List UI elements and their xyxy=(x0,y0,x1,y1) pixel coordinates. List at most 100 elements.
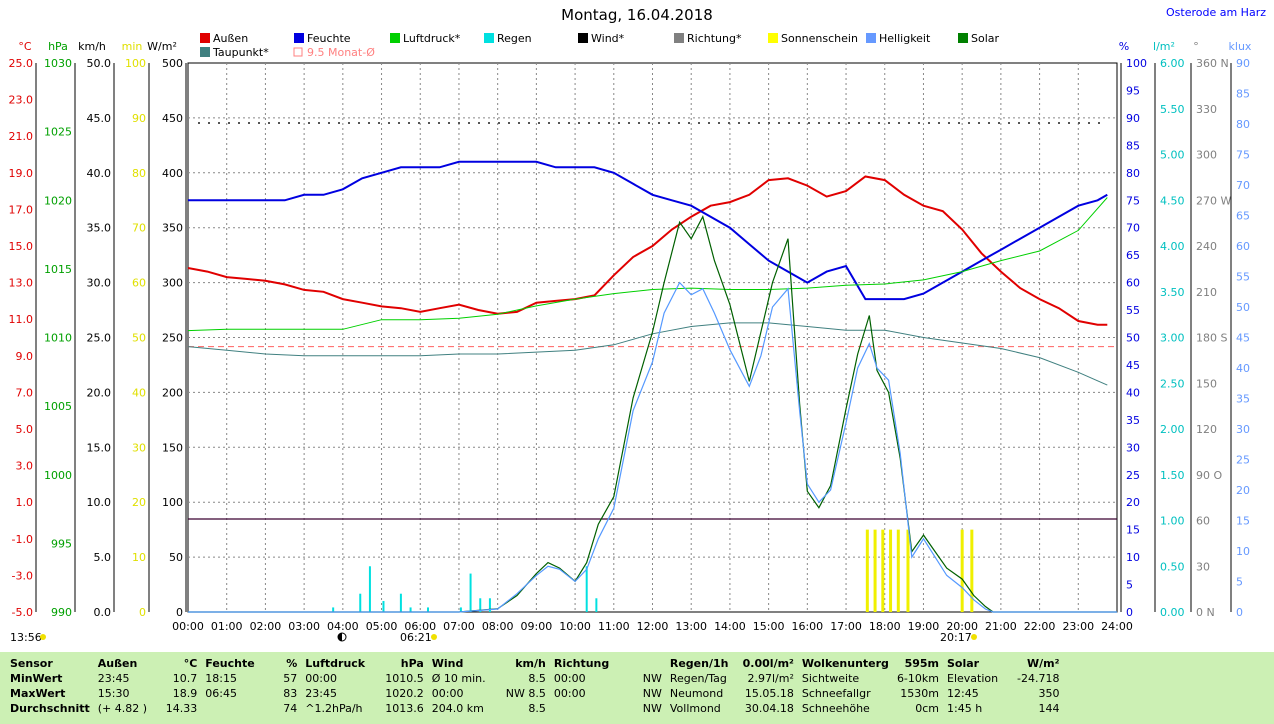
y-tick-label-deg: 360 N xyxy=(1196,57,1229,70)
y-tick-label-kmh: 35.0 xyxy=(87,222,112,235)
row-label: Durchschnitt xyxy=(10,702,90,715)
y-tick-label-kmh: 50.0 xyxy=(87,57,112,70)
hdr-aussen: Außen xyxy=(97,657,138,670)
stats-panel: Sensor Außen °C Feuchte % Luftdruck hPa … xyxy=(0,652,1274,724)
series-außen xyxy=(187,175,1108,326)
y-tick-label-klux: 55 xyxy=(1236,271,1250,284)
richtung-value: NW xyxy=(642,687,662,700)
stats-header-row: Sensor Außen °C Feuchte % Luftdruck hPa … xyxy=(6,656,1063,671)
extra-k1-2: Neumond xyxy=(669,687,724,700)
legend-label: Helligkeit xyxy=(879,32,931,45)
aussen-value: 10.7 xyxy=(172,672,198,685)
legend-swatch xyxy=(200,47,210,57)
y-tick-label-temp: 11.0 xyxy=(9,313,34,326)
x-tick-label: 24:00 xyxy=(1101,620,1133,633)
legend-label: Taupunkt* xyxy=(212,46,269,59)
y-tick-label-pct: 70 xyxy=(1126,222,1140,235)
y-tick-label-pct: 0 xyxy=(1126,606,1133,619)
hdr-wind: Wind xyxy=(431,657,464,670)
hdr-richtung-val xyxy=(618,656,666,671)
y-tick-label-lm2: 0.00 xyxy=(1160,606,1185,619)
x-tick-label: 00:00 xyxy=(172,620,204,633)
extra-k1-0: Regen/1h xyxy=(669,657,729,670)
legend-swatch xyxy=(578,33,588,43)
sun-dot-icon xyxy=(40,634,46,640)
legend-swatch xyxy=(390,33,400,43)
hdr-feuchte: Feuchte xyxy=(205,657,255,670)
extra-v1-2: 15.05.18 xyxy=(744,687,794,700)
y-tick-label-min: 60 xyxy=(132,277,146,290)
y-tick-label-pct: 50 xyxy=(1126,332,1140,345)
extra-v1-1: 2.97l/m² xyxy=(747,672,794,685)
x-tick-label: 13:00 xyxy=(675,620,707,633)
feuchte-value: 74 xyxy=(283,702,298,715)
y-tick-label-pct: 35 xyxy=(1126,414,1140,427)
feuchte-value: 57 xyxy=(283,672,298,685)
y-tick-label-deg: 0 N xyxy=(1196,606,1215,619)
y-tick-label-temp: -5.0 xyxy=(12,606,33,619)
y-tick-label-pct: 15 xyxy=(1126,524,1140,537)
legend-swatch xyxy=(484,33,494,43)
y-tick-label-lm2: 3.00 xyxy=(1160,332,1185,345)
extra-k2-3: Schneehöhe xyxy=(801,702,870,715)
y-tick-label-deg: 60 xyxy=(1196,515,1210,528)
y-tick-label-klux: 30 xyxy=(1236,423,1250,436)
feuchte-value: 83 xyxy=(283,687,298,700)
y-tick-label-min: 50 xyxy=(132,332,146,345)
axis-unit-temp: °C xyxy=(18,40,32,53)
y-tick-label-min: 80 xyxy=(132,167,146,180)
y-tick-label-kmh: 0.0 xyxy=(94,606,112,619)
y-tick-label-klux: 80 xyxy=(1236,118,1250,131)
x-tick-label: 01:00 xyxy=(211,620,243,633)
y-tick-label-hpa: 1025 xyxy=(44,126,72,139)
richtung-value: NW xyxy=(642,672,662,685)
y-tick-label-temp: 9.0 xyxy=(16,350,34,363)
series-feuchte xyxy=(188,160,1108,301)
wind-value: 8.5 xyxy=(528,702,546,715)
y-tick-label-temp: 19.0 xyxy=(9,167,34,180)
x-tick-label: 17:00 xyxy=(830,620,862,633)
solar-label: Solar xyxy=(947,657,980,670)
luft-time: 00:00 xyxy=(305,672,337,685)
y-tick-label-klux: 90 xyxy=(1236,57,1250,70)
y-tick-label-pct: 20 xyxy=(1126,496,1140,509)
y-tick-label-lm2: 0.50 xyxy=(1160,560,1185,573)
y-tick-label-wm2: 50 xyxy=(169,551,183,564)
y-tick-label-lm2: 4.00 xyxy=(1160,240,1185,253)
luft-value: 1010.5 xyxy=(385,672,424,685)
y-tick-label-klux: 65 xyxy=(1236,210,1250,223)
y-tick-label-klux: 85 xyxy=(1236,88,1250,101)
y-tick-label-deg: 90 O xyxy=(1196,469,1222,482)
y-tick-label-min: 70 xyxy=(132,222,146,235)
wind-value: 8.5 xyxy=(528,672,546,685)
aussen-time: 15:30 xyxy=(97,687,130,700)
row-label: MaxWert xyxy=(10,687,66,700)
y-tick-label-hpa: 1005 xyxy=(44,400,72,413)
legend-swatch xyxy=(674,33,684,43)
feuchte-time: 06:45 xyxy=(205,687,237,700)
y-tick-label-deg: 270 W xyxy=(1196,194,1231,207)
y-tick-label-deg: 210 xyxy=(1196,286,1217,299)
station-link[interactable]: Osterode am Harz xyxy=(1166,6,1266,19)
x-tick-label: 20:00 xyxy=(946,620,978,633)
hdr-feuchte-unit: % xyxy=(286,657,298,670)
y-tick-label-hpa: 995 xyxy=(51,537,72,550)
y-tick-label-min: 100 xyxy=(125,57,146,70)
y-tick-label-min: 40 xyxy=(132,386,146,399)
legend-swatch xyxy=(294,33,304,43)
y-tick-label-hpa: 1015 xyxy=(44,263,72,276)
hdr-sensor: Sensor xyxy=(10,657,53,670)
y-tick-label-lm2: 5.00 xyxy=(1160,149,1185,162)
luft-value: 1013.6 xyxy=(385,702,424,715)
legend-label: Solar xyxy=(971,32,1000,45)
y-tick-label-lm2: 2.00 xyxy=(1160,423,1185,436)
y-tick-label-kmh: 30.0 xyxy=(87,277,112,290)
feuchte-time: 18:15 xyxy=(205,672,237,685)
stats-row-min: MinWert 23:45 10.7 18:15 57 00:00 1010.5… xyxy=(6,671,1063,686)
y-tick-label-lm2: 6.00 xyxy=(1160,57,1185,70)
y-tick-label-wm2: 0 xyxy=(176,606,183,619)
y-tick-label-klux: 60 xyxy=(1236,240,1250,253)
y-tick-label-klux: 45 xyxy=(1236,332,1250,345)
y-tick-label-temp: 25.0 xyxy=(9,57,34,70)
axis-unit-hpa: hPa xyxy=(48,40,68,53)
